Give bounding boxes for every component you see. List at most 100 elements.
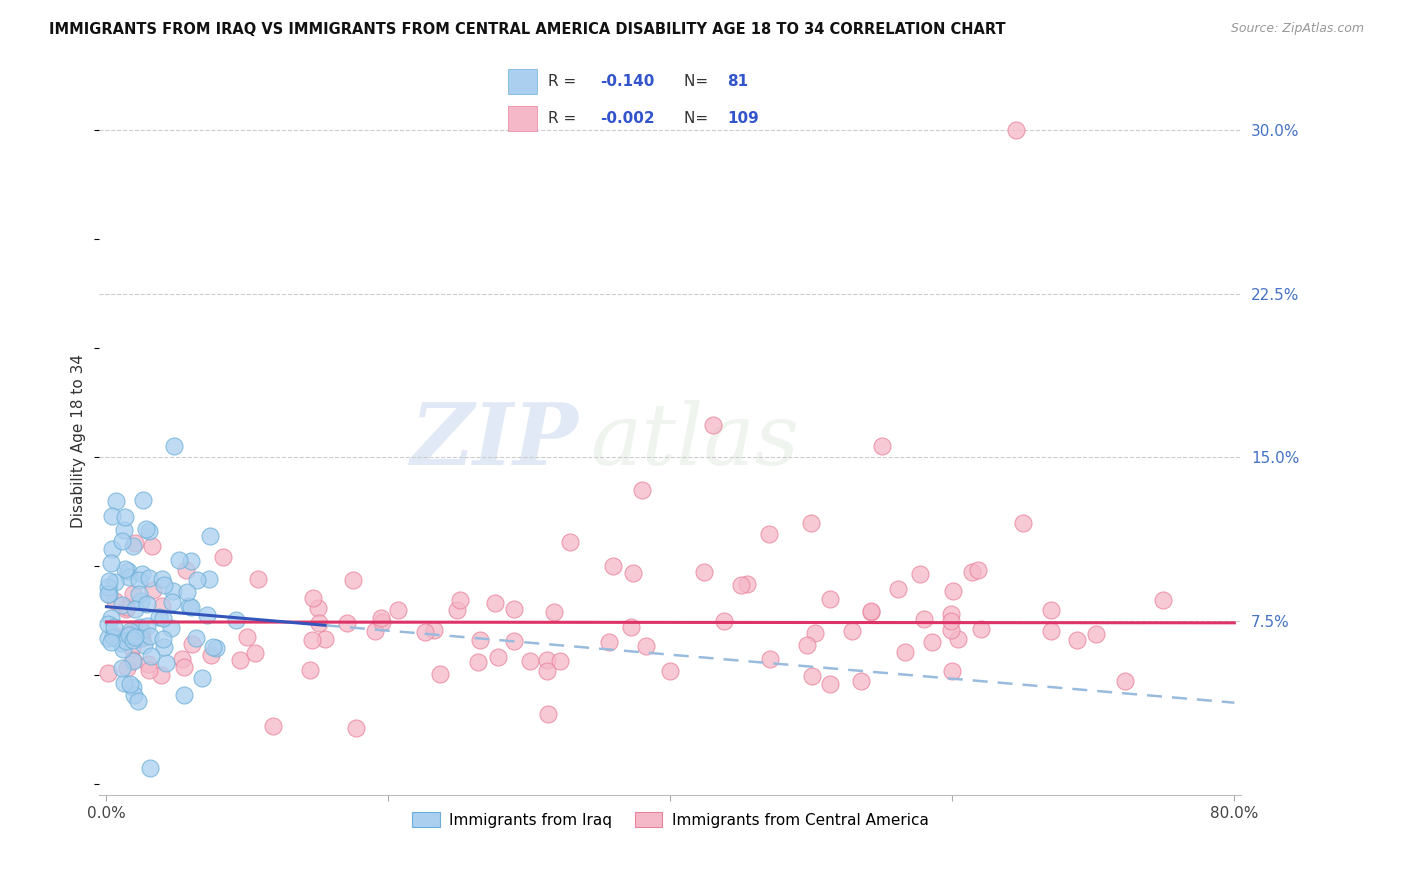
Point [262,719,284,733]
Point [115,599,138,614]
Point [735,577,758,591]
Point [921,635,943,649]
Point [387,602,409,616]
Point [128,631,150,645]
Text: 81: 81 [727,74,748,89]
Point [131,594,153,608]
Point [818,677,841,691]
Point [114,562,136,576]
Text: R =: R = [548,74,581,89]
Point [1152,593,1174,607]
Text: N=: N= [683,74,713,89]
Point [198,529,221,543]
Point [128,587,150,601]
Point [122,681,145,695]
Point [152,610,174,624]
Point [118,624,141,639]
Point [139,648,162,663]
Point [759,652,782,666]
Point [174,564,197,578]
Point [114,510,136,524]
Point [543,606,565,620]
Point [131,632,153,646]
Point [1004,123,1026,137]
Point [152,572,174,586]
Point [100,611,122,625]
Point [141,539,163,553]
Point [160,595,183,609]
Point [141,583,163,598]
Point [1085,627,1108,641]
Point [97,665,120,680]
Point [139,629,162,643]
Point [120,625,142,640]
Point [105,631,128,645]
Point [180,637,202,651]
Point [801,669,824,683]
Point [121,641,143,656]
Point [152,640,174,654]
Point [97,631,120,645]
Point [118,570,141,584]
Point [98,574,121,588]
Point [111,533,134,548]
Point [893,645,915,659]
Point [153,578,176,592]
Point [148,610,170,624]
Point [298,663,321,677]
Point [97,587,120,601]
Point [202,640,225,654]
Point [370,611,392,625]
Point [1114,673,1136,688]
Point [486,650,509,665]
Point [967,563,990,577]
Point [713,615,735,629]
Point [101,630,124,644]
Point [301,633,323,648]
Point [503,602,526,616]
Point [132,638,155,652]
Point [796,638,818,652]
Point [136,619,159,633]
Point [659,665,682,679]
Point [851,673,873,688]
Point [1040,624,1063,638]
Point [702,417,724,432]
Point [942,584,965,599]
Point [413,624,436,639]
Point [423,623,446,637]
Point [970,623,993,637]
Text: IMMIGRANTS FROM IRAQ VS IMMIGRANTS FROM CENTRAL AMERICA DISABILITY AGE 18 TO 34 : IMMIGRANTS FROM IRAQ VS IMMIGRANTS FROM … [49,22,1005,37]
Point [100,635,122,649]
Point [484,596,506,610]
Point [129,628,152,642]
Point [120,676,142,690]
Point [245,646,267,660]
Text: N=: N= [683,111,713,126]
Point [467,655,489,669]
Point [138,571,160,585]
Point [155,656,177,670]
Point [804,625,827,640]
Point [167,553,190,567]
FancyBboxPatch shape [508,105,537,130]
Point [558,534,581,549]
Point [910,567,932,582]
Point [127,694,149,708]
Point [228,653,250,667]
Point [344,721,367,735]
Point [307,600,329,615]
Point [536,653,558,667]
Point [100,509,122,524]
Point [820,592,842,607]
Point [139,761,162,775]
Point [128,573,150,587]
Text: -0.140: -0.140 [600,74,654,89]
Point [100,556,122,570]
Point [101,541,124,556]
Point [124,630,146,644]
Point [364,624,387,639]
Point [124,536,146,550]
Point [112,675,135,690]
Point [200,648,222,662]
